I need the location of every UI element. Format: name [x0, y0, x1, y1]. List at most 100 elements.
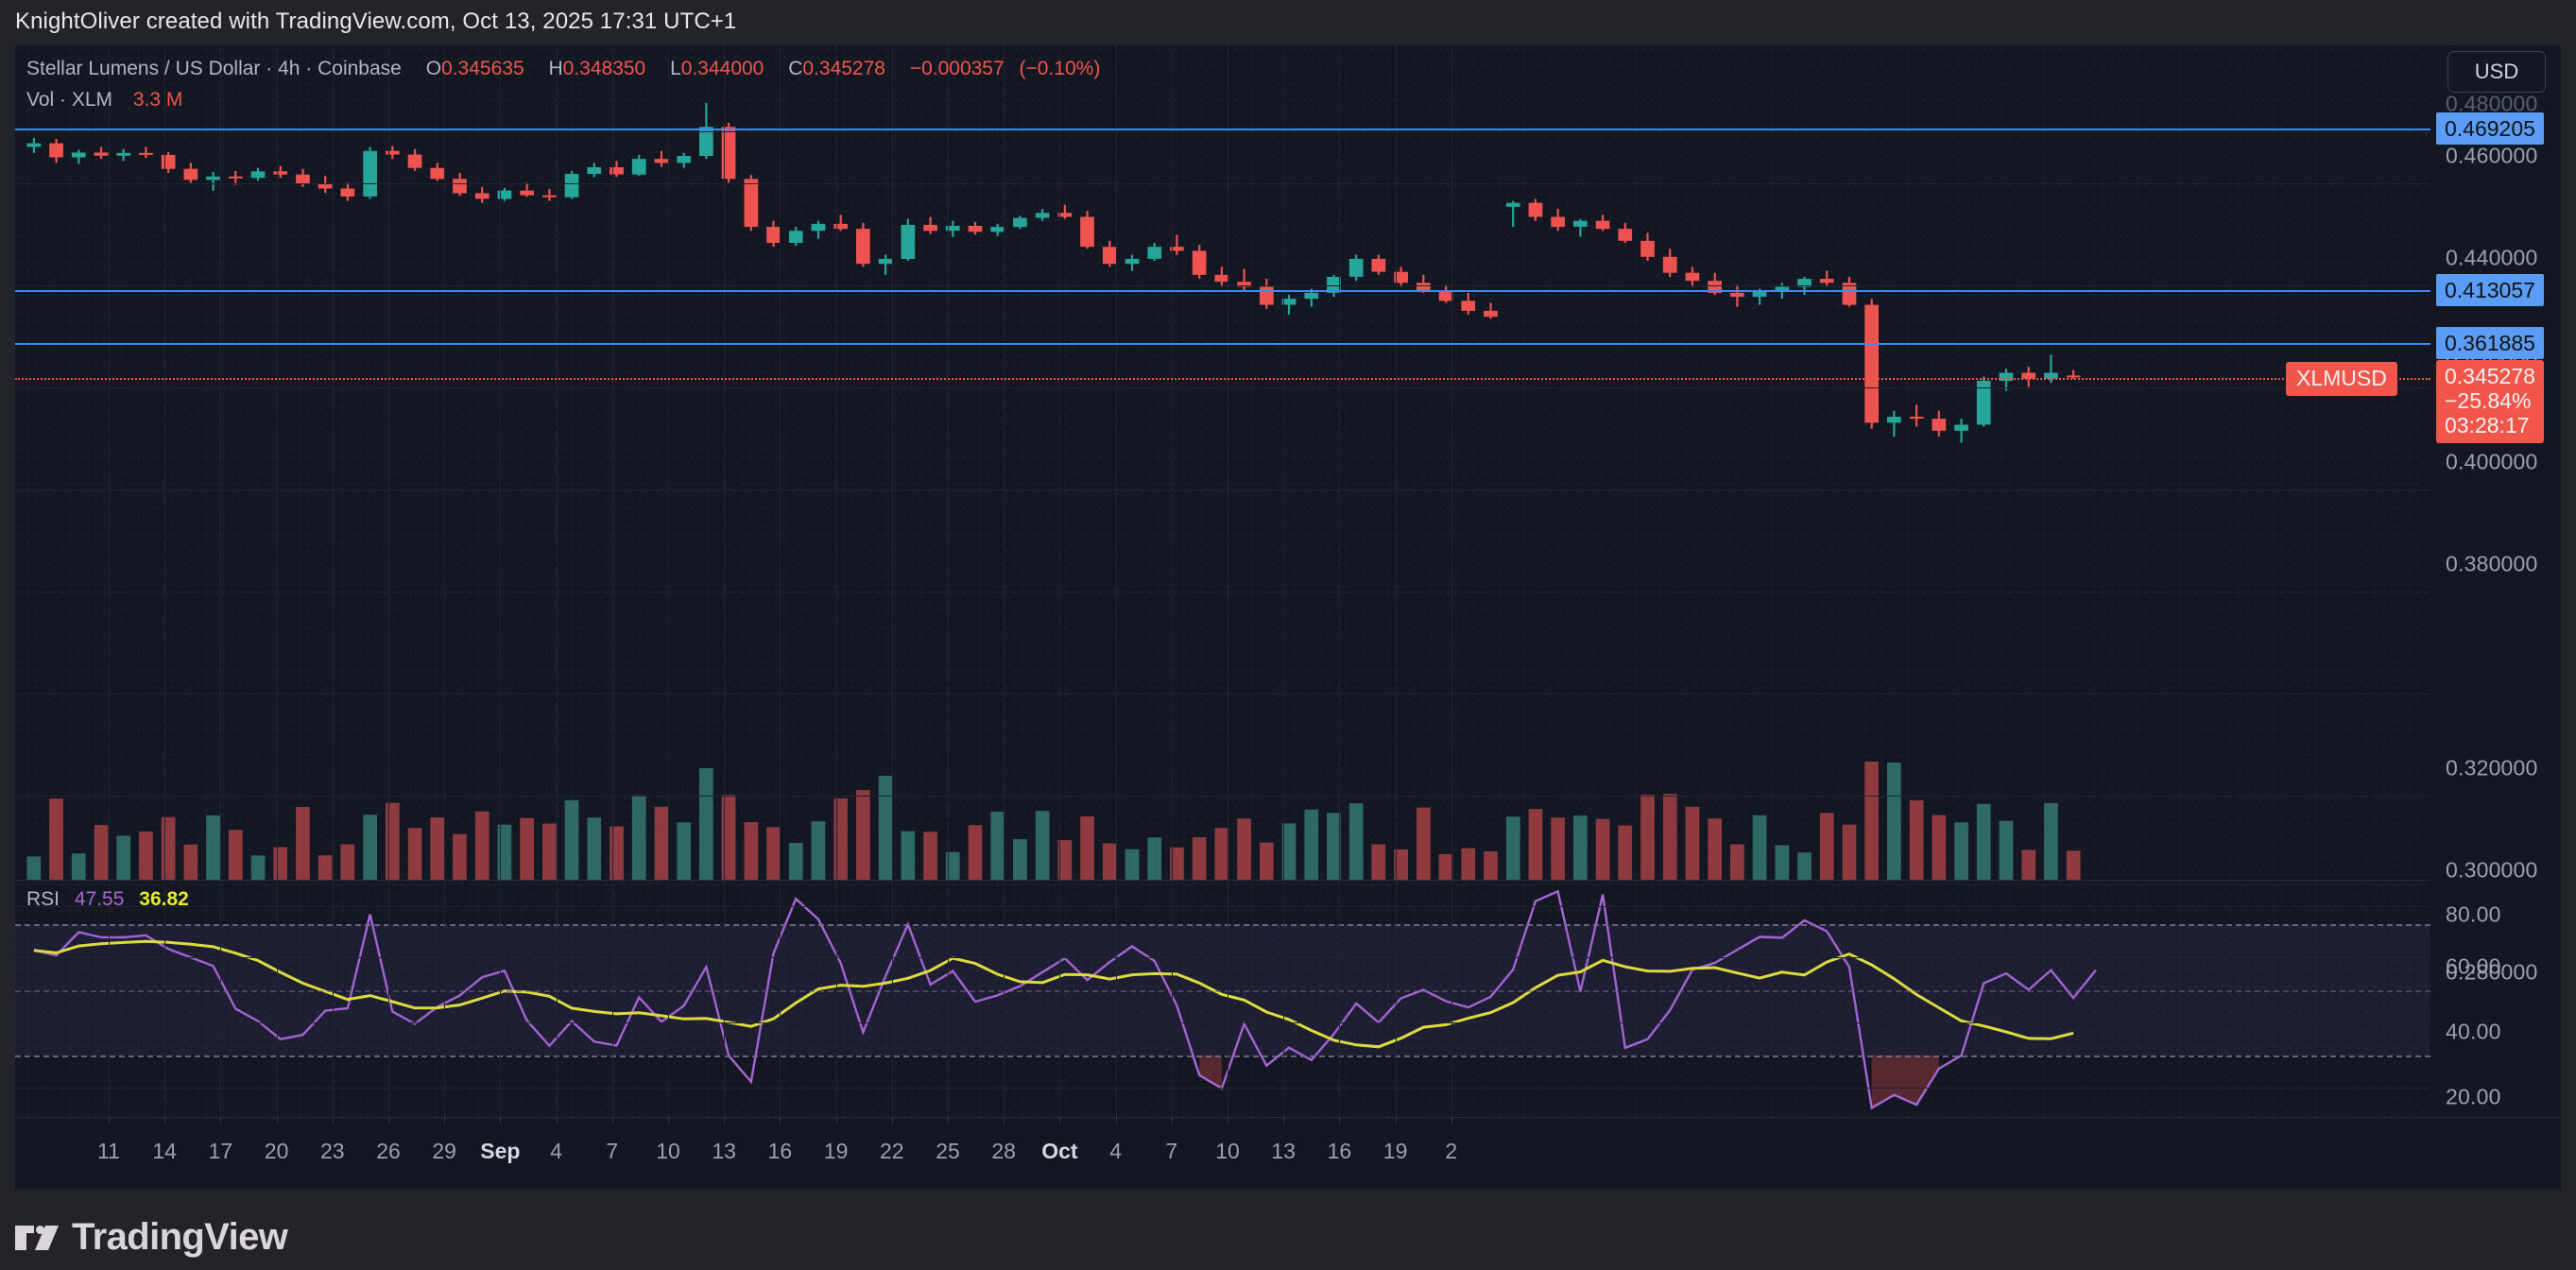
- time-tick: 10: [1215, 1139, 1240, 1163]
- rsi-legend: RSI 47.55 36.82: [26, 888, 189, 911]
- gridline: [164, 881, 165, 1117]
- time-tick-mark: [500, 1118, 502, 1124]
- time-tick-mark: [388, 1118, 389, 1124]
- rsi-pane[interactable]: RSI 47.55 36.82: [15, 881, 2430, 1117]
- attribution-text: KnightOliver created with TradingView.co…: [15, 9, 737, 34]
- time-tick: 25: [936, 1139, 960, 1163]
- hline-413057[interactable]: [15, 290, 2430, 292]
- gridline: [388, 45, 389, 880]
- price-label-469205[interactable]: 0.469205: [2436, 112, 2544, 145]
- time-tick: 16: [1327, 1139, 1352, 1163]
- legend-volume-row: Vol · XLM 3.3 M: [26, 86, 1100, 114]
- time-tick: 4: [550, 1139, 562, 1163]
- rsi-tick: 40.00: [2446, 1019, 2501, 1044]
- gridline: [1339, 881, 1340, 1117]
- currency-button[interactable]: USD: [2447, 51, 2546, 93]
- low-label: L: [670, 58, 681, 79]
- close-value: 0.345278: [802, 58, 885, 79]
- time-tick: Oct: [1041, 1139, 1078, 1163]
- time-tick-mark: [220, 1118, 222, 1124]
- time-tick: 14: [152, 1139, 177, 1163]
- gridline: [444, 881, 445, 1117]
- time-tick-mark: [1339, 1118, 1341, 1124]
- low-value: 0.344000: [680, 58, 764, 79]
- gridline: [15, 906, 2430, 907]
- gridline: [1396, 881, 1397, 1117]
- time-tick: Sep: [480, 1139, 521, 1163]
- gridline: [15, 387, 2430, 388]
- price-pane[interactable]: Stellar Lumens / US Dollar · 4h · Coinba…: [15, 45, 2430, 880]
- gridline: [1339, 45, 1340, 880]
- legend-main-row: Stellar Lumens / US Dollar · 4h · Coinba…: [26, 55, 1100, 83]
- time-tick-mark: [1059, 1118, 1061, 1124]
- gridline: [500, 881, 501, 1117]
- gridline: [1451, 881, 1452, 1117]
- gridline: [15, 131, 2430, 132]
- time-tick: 4: [1109, 1139, 1122, 1163]
- gridline: [1396, 45, 1397, 880]
- rsi-tick: 20.00: [2446, 1084, 2501, 1109]
- time-tick-mark: [444, 1118, 446, 1124]
- gridline: [388, 881, 389, 1117]
- rsi-label[interactable]: RSI: [26, 888, 60, 910]
- time-tick-mark: [1395, 1118, 1397, 1124]
- time-tick-mark: [780, 1118, 781, 1124]
- current-price-line: [15, 378, 2430, 380]
- time-tick: 22: [880, 1139, 904, 1163]
- high-label: H: [548, 58, 563, 79]
- price-tick: 0.440000: [2446, 245, 2538, 270]
- gridline: [892, 45, 893, 880]
- close-label: C: [788, 58, 803, 79]
- rsi-ma-value: 36.82: [139, 888, 189, 910]
- hline-361885[interactable]: [15, 343, 2430, 345]
- gridline: [220, 881, 221, 1117]
- time-tick: 2: [1445, 1139, 1458, 1163]
- hline-469205[interactable]: [15, 129, 2430, 130]
- price-tick: 0.320000: [2446, 755, 2538, 781]
- time-tick-mark: [1283, 1118, 1285, 1124]
- price-legend: Stellar Lumens / US Dollar · 4h · Coinba…: [26, 55, 1100, 114]
- gridline: [612, 881, 613, 1117]
- gridline: [1451, 45, 1452, 880]
- time-tick: 7: [1165, 1139, 1178, 1163]
- pane-separator[interactable]: [15, 880, 2430, 881]
- price-label-413057[interactable]: 0.413057: [2436, 274, 2544, 306]
- gridline: [892, 881, 893, 1117]
- gridline: [15, 183, 2430, 184]
- brand-name: TradingView: [72, 1216, 288, 1258]
- chart-frame: Stellar Lumens / US Dollar · 4h · Coinba…: [15, 45, 2561, 1190]
- time-tick: 29: [432, 1139, 456, 1163]
- price-tick: 0.280000: [2446, 959, 2538, 985]
- rsi-oversold-line: [15, 1055, 2430, 1057]
- gridline: [1172, 881, 1173, 1117]
- change-absolute: −0.000357: [909, 58, 1005, 79]
- gridline: [15, 1022, 2430, 1023]
- gridline: [164, 45, 165, 880]
- symbol-title[interactable]: Stellar Lumens / US Dollar · 4h · Coinba…: [26, 58, 402, 79]
- gridline: [1004, 45, 1005, 880]
- current-price-label[interactable]: 0.345278 −25.84% 03:28:17: [2436, 360, 2544, 443]
- gridline: [15, 957, 2430, 958]
- gridline: [836, 881, 837, 1117]
- gridline: [1172, 45, 1173, 880]
- time-axis[interactable]: 11 14 17 20 23 26 29 Sep 4 7 10 13 16 19 22 25 28 Oct 4 7 10…: [15, 1117, 2561, 1190]
- rsi-band: [15, 924, 2430, 1055]
- gridline: [333, 881, 334, 1117]
- price-label-361885[interactable]: 0.361885: [2436, 327, 2544, 359]
- time-tick: 26: [376, 1139, 401, 1163]
- volume-label[interactable]: Vol · XLM: [26, 89, 113, 111]
- time-tick: 17: [208, 1139, 233, 1163]
- tradingview-logo-icon: [15, 1225, 59, 1250]
- time-tick-mark: [164, 1118, 166, 1124]
- rsi-overbought-line: [15, 924, 2430, 926]
- gridline: [948, 45, 949, 880]
- gridline: [15, 1088, 2430, 1089]
- ticker-tag[interactable]: XLMUSD: [2286, 362, 2397, 396]
- time-tick-mark: [1451, 1118, 1452, 1124]
- time-tick-mark: [948, 1118, 949, 1124]
- price-axis[interactable]: USD 0.480000 0.460000 0.440000 0.420000 …: [2430, 45, 2561, 1117]
- gridline: [1116, 45, 1117, 880]
- time-tick-mark: [332, 1118, 334, 1124]
- gridline: [1059, 45, 1060, 880]
- high-value: 0.348350: [562, 58, 646, 79]
